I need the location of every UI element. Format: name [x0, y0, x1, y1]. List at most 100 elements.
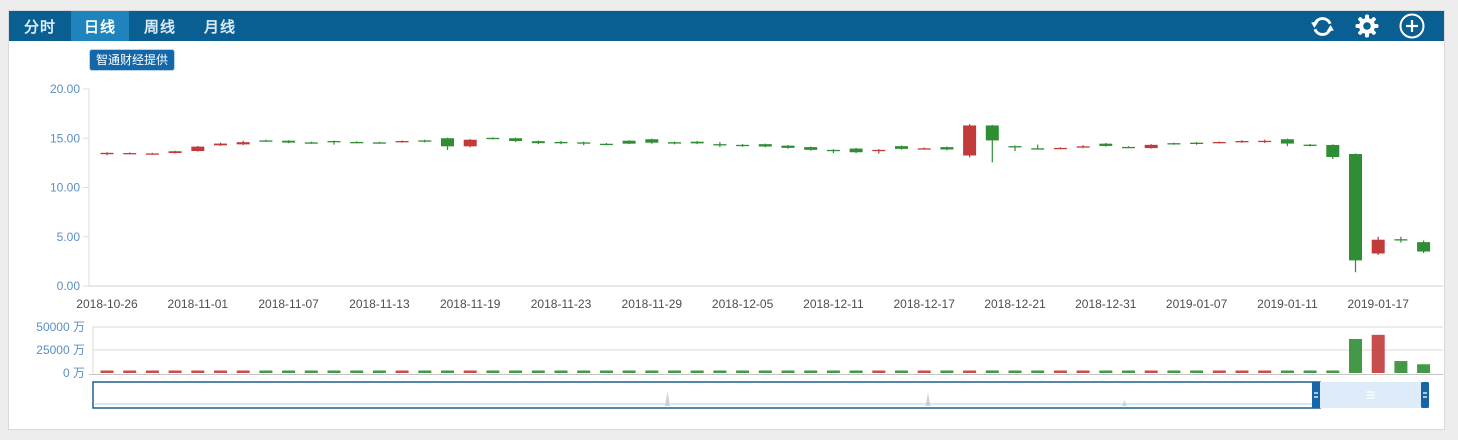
price-pane: 20.00 15.00 10.00 5.00 0.00: [50, 82, 1443, 293]
volume-bar: [191, 370, 205, 373]
navigator-spike: [925, 392, 931, 406]
volume-bar: [372, 370, 386, 373]
volume-bar: [1258, 370, 1272, 373]
candle-body: [372, 142, 386, 144]
volume-bar: [463, 370, 477, 373]
candle-body: [1371, 239, 1385, 254]
candle-body: [849, 148, 863, 153]
svg-text:2018-12-21: 2018-12-21: [984, 297, 1046, 311]
volume-bar: [1053, 370, 1067, 373]
volume-bar: [236, 370, 250, 373]
candle-body: [418, 140, 432, 142]
volume-bar: [350, 370, 364, 373]
svg-text:0 万: 0 万: [63, 366, 85, 380]
svg-text:5.00: 5.00: [57, 230, 81, 244]
candle-body: [963, 125, 977, 156]
volume-bar: [872, 370, 886, 373]
candle-body: [531, 141, 545, 144]
candle-body: [1190, 142, 1204, 144]
nav-handle-left[interactable]: [1312, 382, 1320, 408]
add-icon: [1399, 13, 1425, 39]
volume-bar: [758, 370, 772, 373]
candle-body: [145, 153, 159, 155]
candle-body: [736, 144, 750, 147]
volume-bar: [554, 370, 568, 373]
add-button[interactable]: [1398, 12, 1426, 40]
provider-badge: 智通财经提供: [89, 49, 176, 71]
candle-body: [395, 141, 409, 143]
candle-body: [100, 152, 114, 155]
volume-bar: [849, 370, 863, 373]
volume-bar: [1144, 370, 1158, 373]
nav-handle-right[interactable]: [1421, 382, 1429, 408]
svg-text:2019-01-07: 2019-01-07: [1166, 297, 1228, 311]
svg-text:2018-12-05: 2018-12-05: [712, 297, 774, 311]
candle-body: [509, 138, 523, 142]
svg-text:2018-12-31: 2018-12-31: [1075, 297, 1137, 311]
candle-body: [236, 142, 250, 145]
volume-bar: [781, 370, 795, 373]
refresh-icon: [1310, 16, 1334, 36]
candle-body: [259, 140, 273, 142]
svg-text:2018-11-01: 2018-11-01: [168, 297, 229, 311]
volume-bar: [1417, 364, 1431, 373]
tab-2-周线[interactable]: 周线: [144, 18, 177, 36]
candle-body: [282, 140, 296, 143]
volume-bar: [1371, 334, 1385, 373]
svg-text:15.00: 15.00: [50, 131, 80, 145]
volume-bar: [713, 370, 727, 373]
volume-bar: [1099, 370, 1113, 373]
candle-body: [668, 142, 681, 144]
volume-bar: [1280, 370, 1294, 373]
volume-bar: [486, 370, 500, 373]
volume-bar: [395, 370, 409, 373]
volume-bar: [123, 370, 137, 373]
candle-body: [304, 142, 318, 144]
volume-bar: [826, 370, 840, 373]
tab-0-分时[interactable]: 分时: [24, 18, 57, 36]
candle-body: [985, 125, 999, 141]
chart-area: 智通财经提供 20.00 15.00 10.00 5.00 0.00 2018-10-26…: [9, 41, 1444, 429]
volume-bar: [282, 370, 296, 373]
candle-body: [1076, 146, 1090, 148]
tab-3-月线[interactable]: 月线: [204, 18, 237, 36]
refresh-button[interactable]: [1308, 12, 1336, 40]
volume-bar: [418, 370, 432, 373]
candle-body: [1008, 146, 1022, 148]
svg-text:2019-01-17: 2019-01-17: [1348, 297, 1410, 311]
candle-body: [1280, 139, 1294, 144]
candle-body: [940, 147, 954, 150]
candle-body: [1303, 144, 1317, 146]
volume-bar: [577, 370, 591, 373]
svg-text:0.00: 0.00: [57, 279, 81, 293]
toolbar: 分时 日线 周线 月线: [9, 11, 1444, 41]
candle-body: [758, 144, 772, 147]
candle-body: [622, 140, 636, 144]
candle-body: [804, 147, 818, 150]
volume-bar: [1212, 370, 1226, 373]
candle-body: [1212, 141, 1226, 144]
candle-body: [826, 149, 840, 152]
volume-bar: [327, 370, 341, 373]
candle-body: [214, 143, 227, 146]
candle-body: [1122, 146, 1135, 149]
tab-1-日线[interactable]: 日线: [71, 11, 130, 41]
x-axis-labels: 2018-10-26 2018-11-01 2018-11-07 2018-11-13…: [76, 297, 1409, 311]
volume-bar: [599, 370, 613, 373]
tab-bar: 分时 日线 周线 月线: [9, 11, 249, 41]
volume-bar: [1167, 370, 1181, 373]
volume-bar: [645, 370, 659, 373]
svg-text:2018-12-17: 2018-12-17: [894, 297, 956, 311]
settings-button[interactable]: [1353, 12, 1381, 40]
candle-body: [577, 142, 591, 144]
svg-text:2018-11-07: 2018-11-07: [258, 297, 319, 311]
volume-bar: [1326, 370, 1340, 373]
navigator[interactable]: [92, 381, 1429, 409]
volume-bar: [145, 370, 159, 373]
volume-bar: [690, 370, 704, 373]
candle-body: [191, 146, 205, 152]
volume-bar: [1122, 370, 1135, 373]
candlestick-chart: 20.00 15.00 10.00 5.00 0.00 2018-10-26 2018-11…: [36, 82, 1443, 409]
candle-body: [1258, 140, 1272, 143]
svg-text:50000 万: 50000 万: [36, 320, 85, 334]
